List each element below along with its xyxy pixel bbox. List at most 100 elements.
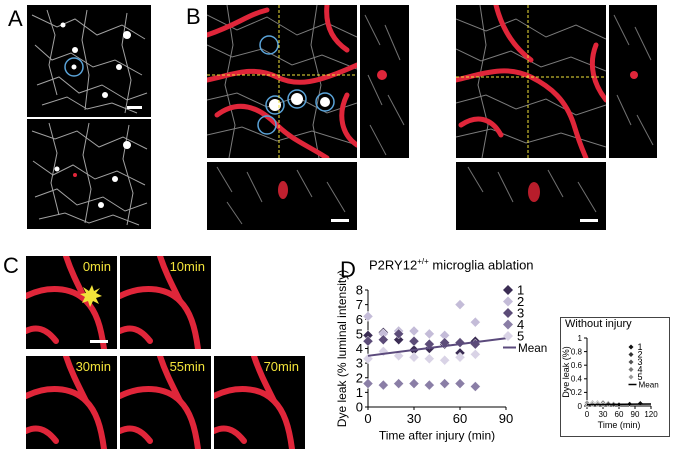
data-point	[377, 334, 389, 346]
x-tick-label: 120	[644, 410, 658, 419]
panel-a-top-image	[27, 5, 151, 117]
legend-marker	[628, 367, 634, 372]
data-point	[439, 354, 451, 366]
legend-label: 1	[638, 342, 643, 352]
x-axis-label: Time after injury (min)	[379, 428, 495, 442]
legend-mean-label: Mean	[639, 381, 659, 390]
legend-label: 2	[517, 294, 524, 309]
y-tick-label: 0.8	[571, 347, 583, 356]
x-tick-label: 0	[364, 411, 371, 426]
panel-label-b: B	[186, 4, 201, 29]
panel-c-tile-2-vessels	[120, 256, 201, 349]
legend-label: 5	[517, 329, 524, 344]
x-tick-label: 30	[407, 411, 421, 426]
scale-bar	[331, 219, 349, 222]
data-point	[408, 378, 420, 389]
time-label: 10min	[169, 259, 205, 274]
data-point	[393, 350, 405, 362]
data-point	[423, 353, 435, 365]
panel-c-tile-1: 0min	[26, 256, 117, 349]
panel-c-tile-4: 55min	[120, 356, 211, 449]
data-point	[439, 378, 451, 389]
panel-b-right-xz-image	[456, 162, 606, 230]
legend-marker	[628, 352, 634, 357]
y-tick-label: 1	[356, 385, 363, 400]
y-tick-label: 5	[356, 326, 363, 341]
panel-c-tile-5-vessels	[214, 356, 295, 449]
data-point	[469, 316, 481, 328]
legend-label: 4	[638, 365, 643, 375]
panel-a-bottom-image	[27, 119, 151, 229]
data-point	[393, 378, 405, 389]
legend-marker	[503, 296, 513, 307]
panel-b-right-xy-texture	[456, 5, 606, 158]
panel-a-top-texture	[31, 9, 148, 114]
panel-b-left-xy-image	[207, 5, 357, 158]
panel-b-right-yz-texture	[613, 14, 654, 146]
y-tick-label: 0.2	[571, 388, 583, 397]
panel-c-tile-4-vessels	[120, 356, 201, 449]
legend-label: 3	[517, 306, 524, 321]
data-point	[584, 399, 590, 406]
y-tick-label: 0.4	[571, 375, 583, 384]
y-tick-label: 0.6	[571, 361, 583, 370]
panel-label-d: D	[340, 257, 356, 282]
data-point	[637, 400, 644, 407]
data-point	[454, 299, 466, 310]
x-tick-label: 60	[453, 411, 467, 426]
legend-label: 3	[638, 357, 643, 367]
scale-bar	[127, 106, 142, 109]
panel-b-left-xz-image	[207, 162, 357, 230]
y-tick-label: 0	[578, 402, 583, 411]
panel-label-c: C	[3, 253, 19, 278]
time-label: 30min	[75, 359, 111, 374]
y-axis-label: Dye leak (% luminal intensity)	[335, 270, 349, 427]
x-tick-label: 30	[599, 410, 608, 419]
panel-b-right-xz-texture	[467, 166, 597, 213]
mean-line	[367, 337, 507, 357]
panel-b-right-xy-image	[456, 5, 606, 158]
mean-line	[586, 403, 652, 406]
y-tick-label: 2	[356, 370, 363, 385]
chart-title-main: P2RY12	[369, 257, 418, 273]
data-point	[469, 381, 481, 392]
legend-label: 5	[638, 372, 643, 382]
data-point	[408, 351, 420, 363]
panel-c-tile-5: 70min	[214, 356, 305, 449]
y-tick-label: 8	[356, 283, 363, 298]
legend-label: 2	[638, 350, 643, 360]
scale-bar	[90, 340, 108, 343]
panel-c-tile-3: 30min	[26, 356, 117, 449]
panel-b-left-yz-image	[360, 5, 409, 158]
y-tick-label: 7	[356, 297, 363, 312]
chart-title: P2RY12+/+ microglia ablation	[369, 257, 534, 272]
panel-b-left-yz-texture	[364, 14, 405, 156]
panel-b-left-xy-texture	[207, 5, 357, 158]
chart-title-sup: +/+	[417, 257, 429, 266]
data-point	[377, 379, 389, 391]
y-tick-label: 0	[356, 400, 363, 415]
data-point	[423, 379, 435, 391]
data-point	[408, 325, 420, 337]
panel-c-tile-1-vessels	[26, 256, 107, 349]
data-point	[454, 351, 466, 363]
y-tick-label: 4	[356, 341, 363, 356]
data-point	[454, 378, 466, 389]
panel-b-left-xz-texture	[216, 166, 346, 225]
data-point	[423, 338, 435, 350]
legend-marker	[503, 319, 513, 330]
x-tick-label: 90	[499, 411, 513, 426]
time-label: 0min	[82, 259, 111, 274]
panel-c-tile-2: 10min	[120, 256, 211, 349]
panel-c-tile-3-vessels	[26, 356, 107, 449]
data-point	[423, 328, 435, 340]
y-axis-label: Dye leak (%)	[561, 346, 571, 398]
inset-chart-title: Without injury	[565, 318, 632, 330]
legend-label: 4	[517, 317, 524, 332]
legend-marker	[503, 331, 513, 341]
legend-marker	[628, 344, 634, 350]
y-tick-label: 3	[356, 356, 363, 371]
chart-title-rest: microglia ablation	[428, 257, 534, 273]
